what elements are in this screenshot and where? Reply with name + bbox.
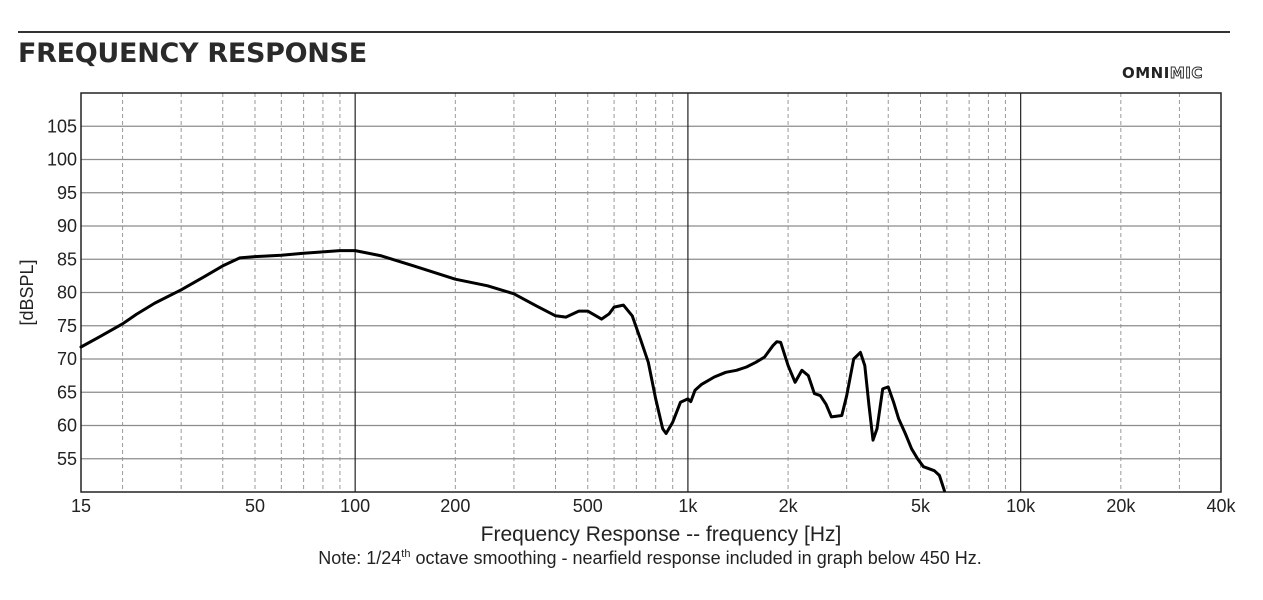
y-tick-label: 55 <box>57 449 77 469</box>
smoothing-note: Note: 1/24th octave smoothing - nearfiel… <box>0 548 1263 569</box>
x-tick-label: 200 <box>440 496 470 516</box>
y-tick-label: 105 <box>47 116 77 136</box>
x-tick-label: 2k <box>779 496 799 516</box>
x-tick-label: 50 <box>245 496 265 516</box>
x-tick-label: 10k <box>1006 496 1036 516</box>
y-tick-label: 85 <box>57 249 77 269</box>
brand-logo: OMNIMIC <box>1122 64 1203 83</box>
x-tick-label: 15 <box>71 496 91 516</box>
plot-frame <box>80 92 1222 493</box>
y-tick-label: 75 <box>57 316 77 336</box>
x-tick-label: 100 <box>340 496 370 516</box>
major-gridlines <box>354 93 1022 492</box>
y-tick-labels: 55 60 65 70 75 80 85 90 95 100 105 <box>47 116 77 469</box>
y-tick-label: 65 <box>57 382 77 402</box>
x-tick-label: 500 <box>573 496 603 516</box>
x-tick-label: 40k <box>1206 496 1236 516</box>
y-tick-label: 100 <box>47 150 77 170</box>
response-curve <box>79 249 946 493</box>
y-tick-label: 60 <box>57 416 77 436</box>
y-tick-label: 90 <box>57 216 77 236</box>
note-prefix: Note: 1/24 <box>318 548 402 568</box>
x-tick-labels: 15 50 100 200 500 1k 2k 5k 10k 20k 40k <box>71 496 1237 516</box>
y-tick-label: 95 <box>57 183 77 203</box>
note-superscript: th <box>401 548 411 560</box>
brand-logo-right: MIC <box>1169 64 1203 83</box>
minor-gridlines <box>81 93 1221 492</box>
page-title: FREQUENCY RESPONSE <box>18 38 367 69</box>
y-tick-label: 80 <box>57 283 77 303</box>
top-rule <box>18 31 1230 33</box>
x-axis-label: Frequency Response -- frequency [Hz] <box>481 523 842 546</box>
x-tick-label: 1k <box>678 496 698 516</box>
y-tick-label: 70 <box>57 349 77 369</box>
note-suffix: octave smoothing - nearfield response in… <box>410 548 982 568</box>
x-tick-label: 20k <box>1106 496 1136 516</box>
y-axis-label: [dBSPL] <box>17 259 37 325</box>
x-tick-label: 5k <box>911 496 931 516</box>
brand-logo-left: OMNI <box>1122 64 1170 82</box>
